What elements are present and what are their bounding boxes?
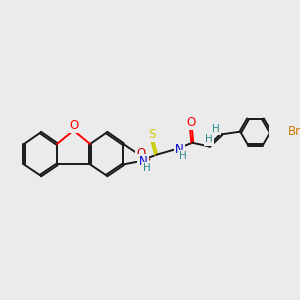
- Text: O: O: [69, 119, 78, 132]
- Text: O: O: [186, 116, 196, 129]
- Text: H: H: [212, 124, 220, 134]
- Text: N: N: [139, 155, 147, 168]
- Text: Br: Br: [288, 125, 300, 139]
- Text: H: H: [143, 163, 151, 173]
- Text: H: H: [179, 151, 187, 161]
- Text: N: N: [175, 143, 184, 156]
- Text: O: O: [136, 146, 146, 160]
- Text: S: S: [148, 128, 155, 141]
- Text: H: H: [205, 134, 213, 145]
